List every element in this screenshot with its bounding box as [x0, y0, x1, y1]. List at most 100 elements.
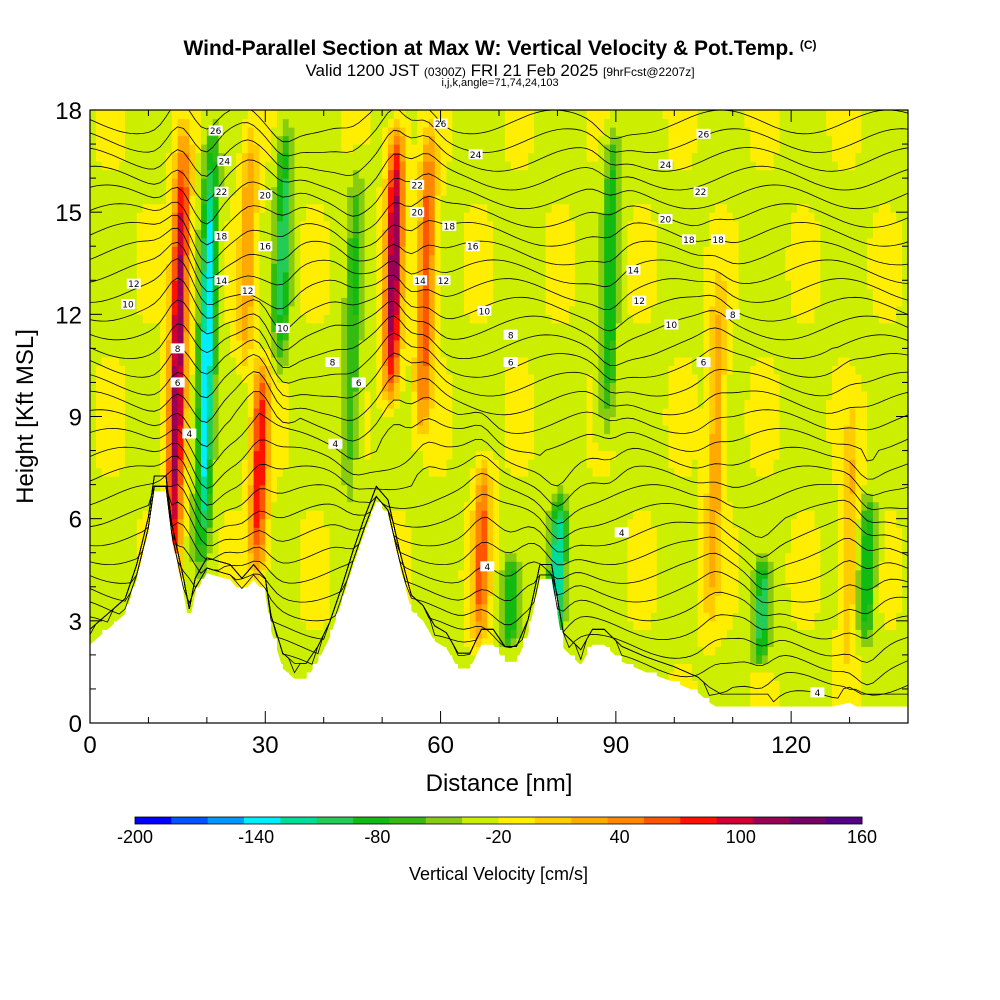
velocity-cell: [125, 271, 132, 281]
velocity-cell: [265, 459, 272, 469]
velocity-cell: [347, 195, 354, 205]
velocity-cell: [364, 356, 372, 367]
velocity-cell: [130, 450, 138, 460]
velocity-cell: [347, 263, 354, 273]
velocity-cell: [504, 569, 512, 579]
velocity-cell: [481, 331, 488, 341]
velocity-cell: [265, 203, 272, 213]
velocity-cell: [528, 212, 535, 222]
velocity-cell: [282, 569, 290, 579]
velocity-cell: [335, 390, 342, 401]
velocity-cell: [469, 348, 477, 358]
velocity-cell: [195, 407, 202, 418]
velocity-cell: [499, 127, 506, 137]
velocity-cell: [458, 237, 465, 247]
velocity-cell: [119, 178, 126, 188]
velocity-cell: [557, 212, 564, 222]
velocity-cell: [463, 178, 471, 188]
velocity-cell: [493, 229, 500, 239]
velocity-cell: [113, 450, 120, 460]
velocity-cell: [352, 297, 360, 307]
velocity-cell: [247, 407, 255, 418]
velocity-cell: [335, 229, 342, 239]
velocity-cell: [493, 459, 500, 469]
velocity-cell: [411, 229, 418, 239]
velocity-cell: [574, 484, 582, 494]
velocity-cell: [516, 280, 523, 290]
velocity-cell: [580, 203, 588, 213]
velocity-cell: [446, 135, 453, 145]
velocity-cell: [329, 390, 336, 401]
velocity-cell: [516, 629, 523, 639]
velocity-cell: [241, 348, 249, 358]
velocity-cell: [224, 552, 231, 562]
velocity-cell: [522, 518, 529, 528]
velocity-cell: [545, 373, 553, 384]
velocity-cell: [189, 390, 196, 401]
velocity-cell: [545, 229, 553, 239]
velocity-cell: [130, 322, 138, 332]
velocity-cell: [201, 144, 208, 154]
velocity-cell: [574, 331, 582, 341]
velocity-cell: [195, 467, 202, 477]
velocity-cell: [107, 229, 114, 239]
velocity-cell: [247, 552, 255, 562]
velocity-cell: [201, 212, 208, 222]
velocity-cell: [236, 186, 243, 196]
velocity-cell: [347, 527, 354, 537]
velocity-cell: [119, 237, 126, 247]
velocity-cell: [171, 212, 179, 222]
velocity-cell: [265, 425, 272, 435]
velocity-cell: [563, 467, 570, 477]
velocity-cell: [323, 416, 331, 426]
velocity-cell: [393, 416, 401, 426]
velocity-cell: [458, 195, 465, 205]
velocity-cell: [499, 578, 506, 588]
velocity-cell: [510, 127, 518, 137]
velocity-cell: [212, 161, 220, 171]
velocity-cell: [265, 407, 272, 418]
velocity-cell: [306, 118, 313, 128]
velocity-cell: [534, 161, 541, 171]
velocity-cell: [282, 263, 290, 273]
velocity-cell: [393, 459, 401, 469]
velocity-cell: [563, 578, 570, 588]
velocity-cell: [463, 510, 471, 520]
velocity-cell: [434, 620, 442, 630]
velocity-cell: [475, 331, 483, 341]
velocity-cell: [335, 518, 342, 528]
velocity-cell: [452, 373, 459, 384]
velocity-cell: [510, 425, 518, 435]
velocity-cell: [352, 407, 360, 418]
velocity-cell: [224, 237, 231, 247]
velocity-cell: [352, 152, 360, 162]
velocity-cell: [440, 561, 448, 571]
velocity-cell: [487, 569, 494, 579]
velocity-cell: [370, 501, 377, 511]
velocity-cell: [125, 425, 132, 435]
velocity-cell: [125, 382, 132, 392]
velocity-cell: [95, 416, 103, 426]
velocity-cell: [329, 237, 336, 247]
velocity-cell: [481, 271, 488, 281]
velocity-cell: [586, 603, 594, 613]
velocity-cell: [504, 110, 512, 120]
velocity-cell: [113, 127, 120, 137]
velocity-cell: [300, 237, 307, 247]
velocity-cell: [276, 433, 284, 443]
velocity-cell: [276, 365, 284, 375]
velocity-cell: [499, 484, 506, 494]
velocity-cell: [469, 390, 477, 401]
velocity-cell: [382, 237, 389, 247]
velocity-cell: [294, 561, 301, 571]
velocity-cell: [323, 535, 331, 545]
velocity-cell: [288, 552, 296, 562]
velocity-cell: [569, 595, 576, 605]
velocity-cell: [265, 220, 272, 230]
velocity-cell: [475, 110, 483, 120]
velocity-cell: [306, 620, 313, 630]
velocity-cell: [551, 152, 559, 162]
velocity-cell: [90, 373, 97, 384]
velocity-cell: [387, 314, 395, 324]
velocity-cell: [376, 356, 383, 367]
